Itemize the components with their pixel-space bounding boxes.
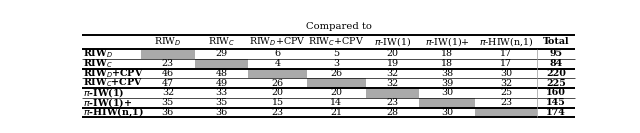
Bar	[195, 59, 248, 68]
Text: $\pi$-IW(1)+: $\pi$-IW(1)+	[83, 96, 133, 109]
Text: 33: 33	[215, 88, 228, 97]
Bar	[141, 49, 195, 59]
Bar	[248, 68, 307, 78]
Text: 28: 28	[387, 108, 399, 117]
Text: Total: Total	[543, 37, 569, 46]
Text: 35: 35	[162, 98, 174, 107]
Text: 29: 29	[216, 49, 227, 58]
Text: 30: 30	[442, 88, 453, 97]
Text: 25: 25	[500, 88, 512, 97]
Text: RIW$_C$+CPV: RIW$_C$+CPV	[83, 77, 143, 89]
Bar	[307, 78, 365, 88]
Text: RIW$_D$: RIW$_D$	[154, 36, 182, 48]
Text: 20: 20	[387, 49, 399, 58]
Text: $\pi$-HIW(n,1): $\pi$-HIW(n,1)	[83, 106, 144, 119]
Text: $\pi$-IW(1): $\pi$-IW(1)	[83, 86, 125, 99]
Text: 32: 32	[387, 69, 399, 78]
Text: 4: 4	[275, 59, 280, 68]
Text: 5: 5	[333, 49, 339, 58]
Text: 18: 18	[442, 49, 453, 58]
Text: RIW$_D$+CPV: RIW$_D$+CPV	[83, 67, 144, 80]
Text: 220: 220	[546, 69, 566, 78]
Text: 32: 32	[162, 88, 174, 97]
Text: 20: 20	[271, 88, 284, 97]
Text: 21: 21	[330, 108, 342, 117]
Text: 48: 48	[216, 69, 227, 78]
Text: 23: 23	[500, 98, 512, 107]
Text: 32: 32	[500, 79, 512, 88]
Text: 15: 15	[271, 98, 284, 107]
Bar	[476, 108, 537, 117]
Text: 38: 38	[442, 69, 453, 78]
Text: 49: 49	[216, 79, 227, 88]
Text: 17: 17	[500, 49, 512, 58]
Text: RIW$_C$: RIW$_C$	[208, 36, 235, 48]
Text: 36: 36	[215, 108, 228, 117]
Text: 6: 6	[275, 49, 281, 58]
Bar	[419, 98, 476, 108]
Text: 19: 19	[387, 59, 399, 68]
Text: 47: 47	[162, 79, 174, 88]
Text: 30: 30	[500, 69, 512, 78]
Bar	[365, 88, 419, 98]
Text: RIW$_C$+CPV: RIW$_C$+CPV	[308, 36, 364, 48]
Text: 14: 14	[330, 98, 342, 107]
Text: 145: 145	[546, 98, 566, 107]
Text: 17: 17	[500, 59, 512, 68]
Text: 3: 3	[333, 59, 339, 68]
Text: $\pi$-HIW(n,1): $\pi$-HIW(n,1)	[479, 35, 533, 48]
Text: Compared to: Compared to	[306, 22, 372, 31]
Text: 18: 18	[442, 59, 453, 68]
Text: 26: 26	[271, 79, 284, 88]
Text: 95: 95	[549, 49, 563, 58]
Text: 20: 20	[330, 88, 342, 97]
Text: RIW$_D$+CPV: RIW$_D$+CPV	[249, 36, 306, 48]
Text: 39: 39	[441, 79, 454, 88]
Text: 23: 23	[162, 59, 174, 68]
Text: 23: 23	[387, 98, 399, 107]
Text: RIW$_D$: RIW$_D$	[83, 48, 113, 60]
Text: 32: 32	[387, 79, 399, 88]
Text: 225: 225	[546, 79, 566, 88]
Text: 174: 174	[546, 108, 566, 117]
Text: 46: 46	[162, 69, 174, 78]
Text: 35: 35	[215, 98, 228, 107]
Text: 84: 84	[549, 59, 563, 68]
Text: $\pi$-IW(1): $\pi$-IW(1)	[374, 35, 411, 48]
Text: $\pi$-IW(1)+: $\pi$-IW(1)+	[425, 35, 470, 48]
Text: 36: 36	[162, 108, 174, 117]
Text: 30: 30	[442, 108, 453, 117]
Text: 26: 26	[330, 69, 342, 78]
Text: RIW$_C$: RIW$_C$	[83, 57, 113, 70]
Text: 23: 23	[271, 108, 284, 117]
Text: 160: 160	[546, 88, 566, 97]
